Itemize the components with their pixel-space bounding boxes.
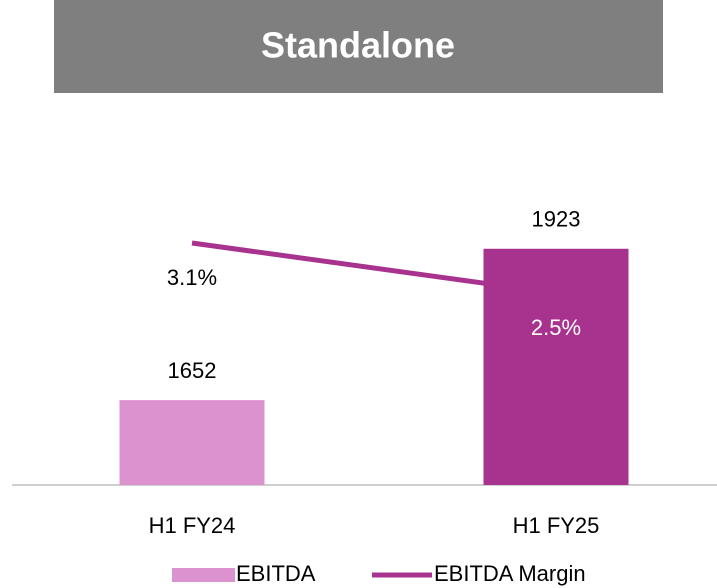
legend-swatch	[172, 568, 235, 582]
bar-value-label: 1923	[532, 207, 581, 232]
x-tick-label: H1 FY24	[149, 513, 236, 538]
bar-value-label: 1652	[168, 358, 217, 383]
legend-label: EBITDA	[236, 561, 316, 586]
x-tick-label: H1 FY25	[513, 513, 600, 538]
title-banner	[54, 0, 663, 93]
chart-title: Standalone	[261, 25, 455, 66]
line-value-label: 2.5%	[531, 315, 581, 340]
legend-label: EBITDA Margin	[434, 561, 586, 586]
bar	[119, 400, 265, 485]
line-value-label: 3.1%	[167, 265, 217, 290]
bar	[483, 248, 629, 485]
